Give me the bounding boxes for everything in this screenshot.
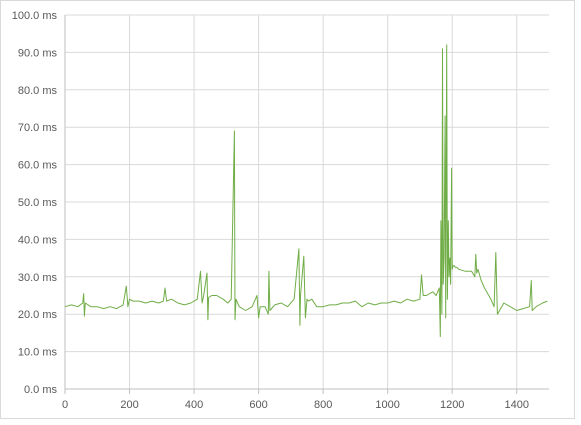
- y-tick-label: 100.0 ms: [12, 10, 58, 22]
- chart-frame: [0, 0, 575, 419]
- y-tick-label: 10.0 ms: [18, 347, 58, 359]
- x-tick-label: 1000: [375, 399, 399, 411]
- y-tick-label: 40.0 ms: [18, 234, 58, 246]
- x-tick-label: 1200: [440, 399, 464, 411]
- axes: [64, 15, 549, 394]
- y-tick-label: 0.0 ms: [24, 384, 58, 396]
- y-tick-label: 60.0 ms: [18, 160, 58, 172]
- x-tick-label: 0: [62, 399, 68, 411]
- x-tick-label: 400: [185, 399, 203, 411]
- x-tick-label: 600: [249, 399, 267, 411]
- series-line-0: [64, 44, 548, 338]
- x-tick-label: 1400: [504, 399, 528, 411]
- x-tick-label: 200: [120, 399, 138, 411]
- x-tick-label: 800: [314, 399, 332, 411]
- gridlines: [65, 14, 549, 389]
- y-tick-label: 90.0 ms: [18, 47, 58, 59]
- y-tick-label: 80.0 ms: [18, 85, 58, 97]
- y-tick-label: 70.0 ms: [18, 122, 58, 134]
- y-tick-labels: 0.0 ms 10.0 ms 20.0 ms 30.0 ms 40.0 ms 50.0 m…: [12, 10, 58, 396]
- x-tick-labels: 0 200 400 600 800 1000 1200 1400: [62, 399, 529, 411]
- y-tick-label: 30.0 ms: [18, 272, 58, 284]
- y-tick-label: 50.0 ms: [18, 197, 58, 209]
- y-tick-label: 20.0 ms: [18, 309, 58, 321]
- series-layer: [64, 44, 548, 338]
